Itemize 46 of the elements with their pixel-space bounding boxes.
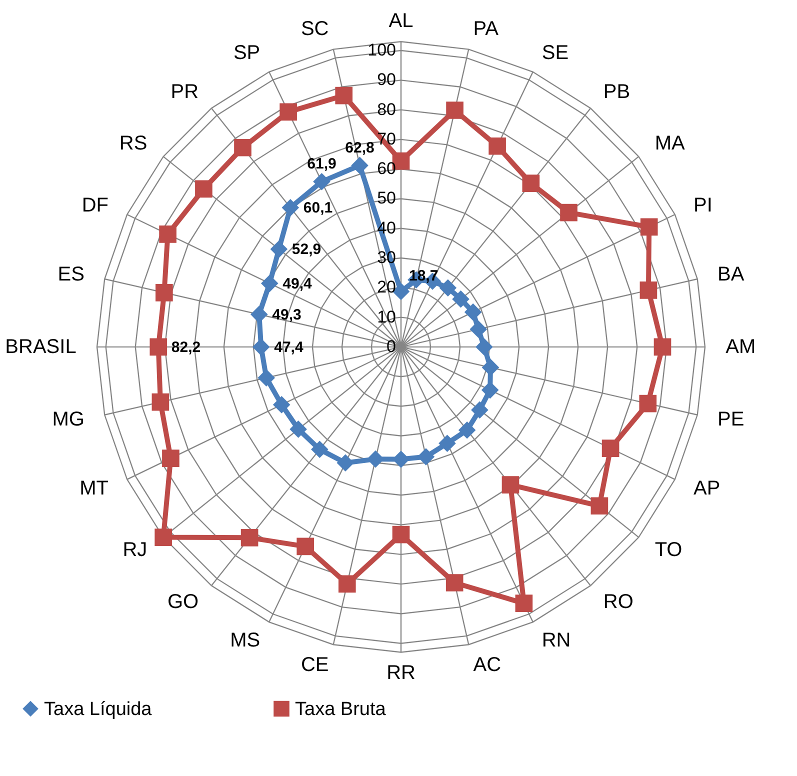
spoke-label: AL bbox=[388, 10, 414, 32]
data-label: 52,9 bbox=[292, 241, 322, 258]
y-tick-label: 80 bbox=[377, 100, 396, 119]
spoke-label: GO bbox=[167, 590, 199, 613]
spoke-label: MS bbox=[230, 630, 260, 652]
data-label: 61,9 bbox=[307, 156, 336, 173]
spoke-label: SP bbox=[233, 42, 260, 64]
spoke-label: SC bbox=[300, 18, 329, 40]
spoke-label: MG bbox=[52, 408, 84, 430]
spoke-label: PI bbox=[694, 194, 712, 216]
spoke-label: MA bbox=[654, 132, 686, 155]
spoke-label: PA bbox=[473, 18, 500, 40]
legend-label: Taxa Líquida bbox=[44, 698, 152, 720]
spoke-label: RJ bbox=[122, 539, 148, 562]
data-label: 49,3 bbox=[272, 306, 302, 324]
y-tick-label: 20 bbox=[377, 278, 396, 297]
spoke-label: SE bbox=[542, 42, 569, 64]
y-tick-label: 90 bbox=[377, 70, 396, 90]
y-tick-label: 60 bbox=[377, 159, 396, 178]
spoke-label: RO bbox=[603, 590, 634, 613]
spoke-label: AP bbox=[694, 477, 720, 500]
y-tick-label: 100 bbox=[368, 40, 396, 60]
spoke-label: ES bbox=[58, 263, 84, 286]
spoke-label: BRASIL bbox=[5, 336, 76, 358]
y-tick-label: 50 bbox=[377, 188, 396, 208]
y-tick-label: 10 bbox=[377, 307, 396, 326]
spoke-label: PB bbox=[603, 81, 630, 104]
spoke-label: DF bbox=[82, 194, 108, 216]
data-label: 49,4 bbox=[282, 275, 312, 292]
spoke-label: RS bbox=[119, 132, 148, 155]
spoke-label: RR bbox=[386, 662, 416, 684]
spoke-label: CE bbox=[300, 654, 329, 676]
y-tick-label: 0 bbox=[386, 336, 396, 356]
spoke-label: AM bbox=[726, 336, 756, 358]
data-label: 82,2 bbox=[171, 338, 201, 356]
data-label: 47,4 bbox=[274, 338, 304, 356]
data-label: 62,8 bbox=[345, 139, 374, 156]
spoke-label: TO bbox=[654, 539, 682, 562]
spoke-label: BA bbox=[718, 263, 745, 286]
spoke-label: MT bbox=[80, 477, 108, 500]
spoke-label: RN bbox=[542, 630, 571, 652]
legend-label: Taxa Bruta bbox=[295, 698, 386, 720]
data-label: 60,1 bbox=[303, 200, 333, 217]
spoke-label: PE bbox=[718, 408, 744, 430]
spoke-label: PR bbox=[170, 81, 199, 104]
spoke-label: AC bbox=[473, 654, 502, 676]
